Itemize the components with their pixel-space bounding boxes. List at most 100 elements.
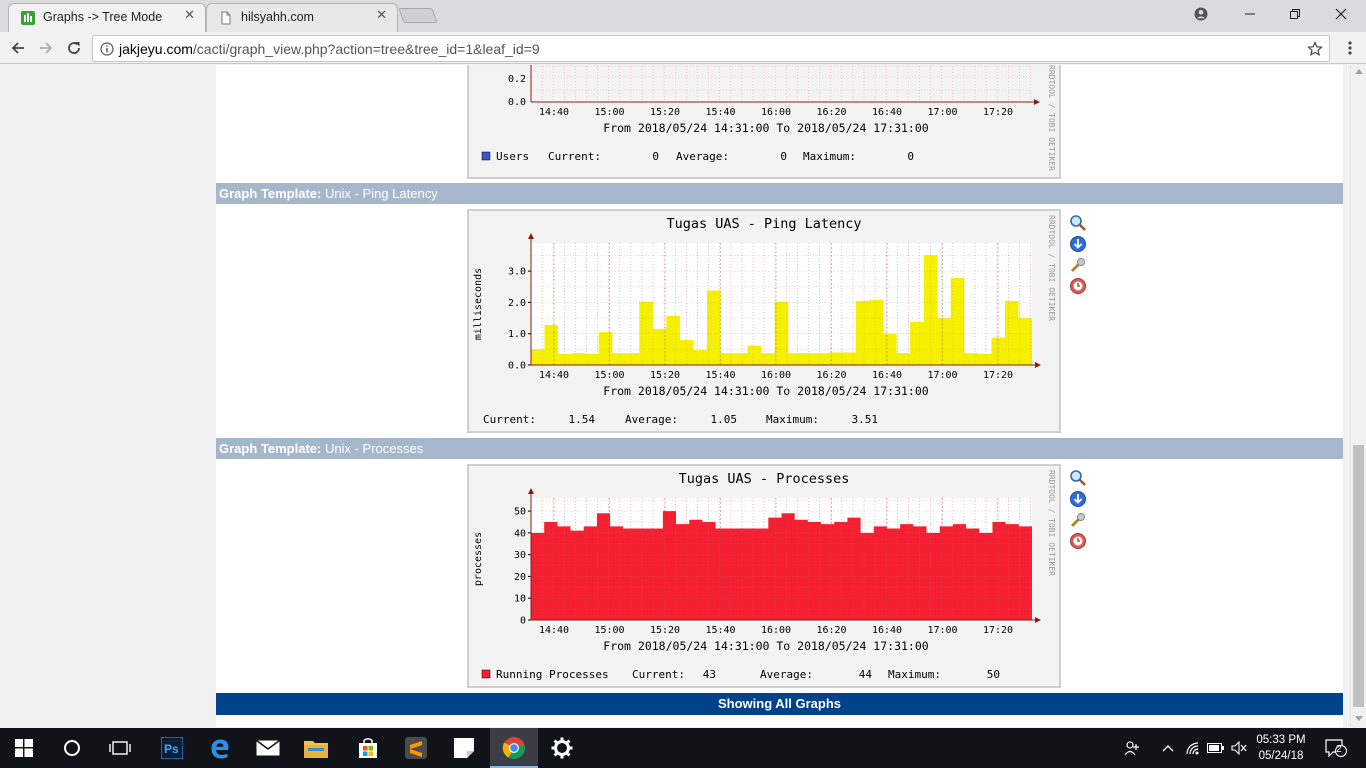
x-tick-label: 15:00 <box>594 107 624 118</box>
taskbar-chrome[interactable] <box>490 728 538 768</box>
x-tick-label: 17:00 <box>927 625 957 636</box>
clock-date: 05/24/18 <box>1258 750 1304 762</box>
scroll-up-arrow-icon[interactable] <box>1355 69 1363 74</box>
zoom-icon[interactable] <box>1069 214 1087 232</box>
x-tick-label: 17:20 <box>983 370 1013 381</box>
url-path: /cacti/graph_view.php?action=tree&tree_i… <box>192 41 540 57</box>
x-tick-label: 14:40 <box>539 107 569 118</box>
y-tick-label: 1.0 <box>508 329 526 340</box>
x-tick-label: 15:20 <box>650 370 680 381</box>
url-host: jakjeyu.com <box>119 41 193 57</box>
graph-ping-latency[interactable]: Tugas UAS - Ping Latency milliseconds RRDT… <box>467 209 1061 433</box>
search-button[interactable] <box>48 728 96 768</box>
users-legend-swatch <box>481 151 491 161</box>
taskbar-store[interactable] <box>344 728 392 768</box>
folder-icon <box>304 741 328 758</box>
action-center-icon[interactable]: 2 <box>1324 738 1348 758</box>
template-name: Unix - Ping Latency <box>324 186 438 201</box>
sublime-text-icon <box>405 737 427 759</box>
taskbar-file-explorer[interactable] <box>292 728 340 768</box>
restore-button[interactable] <box>1272 0 1318 28</box>
time-range-text: From 2018/05/24 14:31:00 To 2018/05/24 1… <box>603 384 928 398</box>
showing-all-graphs-bar: Showing All Graphs <box>216 693 1343 715</box>
template-header-ping-latency: Graph Template: Unix - Ping Latency <box>216 183 1343 204</box>
legend-maximum-label: Maximum: <box>803 150 856 163</box>
close-icon[interactable]: ✕ <box>184 8 195 23</box>
y-axis-arrow <box>528 233 534 239</box>
taskbar-photoshop[interactable]: Ps <box>148 728 196 768</box>
x-axis-arrow <box>1035 617 1041 623</box>
x-axis-arrow <box>1035 362 1041 368</box>
reload-button[interactable] <box>62 36 86 60</box>
tab-title: hilsyahh.com <box>241 10 314 24</box>
start-button[interactable] <box>0 728 48 768</box>
close-icon[interactable]: ✕ <box>376 8 387 23</box>
task-view-button[interactable] <box>96 728 144 768</box>
taskbar-sublime[interactable] <box>392 728 440 768</box>
taskbar-settings[interactable] <box>538 728 586 768</box>
battery-icon[interactable] <box>1206 738 1226 758</box>
volume-muted-icon[interactable] <box>1229 738 1249 758</box>
y-axis-label: processes <box>473 532 484 586</box>
taskbar-sticky-notes[interactable] <box>440 728 488 768</box>
users-x-tick-labels: 14:40 15:00 15:20 15:40 16:00 16:20 16:40 17:00… <box>539 107 1013 118</box>
sticky-notes-icon <box>454 738 474 758</box>
scroll-down-arrow-icon[interactable] <box>1355 716 1363 721</box>
y-tick-label: 20 <box>514 572 526 583</box>
tab-graphs-tree-mode[interactable]: Graphs -> Tree Mode ✕ <box>8 3 206 32</box>
graph-processes[interactable]: Tugas UAS - Processes processes RRDTOOL / … <box>467 464 1061 688</box>
x-tick-label: 15:20 <box>650 625 680 636</box>
legend-maximum-value: 0 <box>907 150 914 163</box>
x-tick-label: 17:00 <box>927 370 957 381</box>
chevron-up-icon[interactable] <box>1158 738 1178 758</box>
system-clock[interactable]: 05:33 PM 05/24/18 <box>1251 732 1311 764</box>
new-tab-button[interactable] <box>398 8 438 23</box>
scroll-thumb[interactable] <box>1353 445 1364 707</box>
x-tick-label: 16:40 <box>872 625 902 636</box>
legend-average-label: Average: <box>625 413 678 426</box>
legend-current-value: 0 <box>652 150 659 163</box>
wrench-icon[interactable] <box>1069 256 1087 274</box>
bookmark-star-icon[interactable] <box>1307 41 1323 57</box>
taskbar-mail[interactable] <box>244 728 292 768</box>
info-icon[interactable] <box>100 42 114 56</box>
export-icon[interactable] <box>1069 490 1087 508</box>
export-icon[interactable] <box>1069 235 1087 253</box>
time-shift-icon[interactable] <box>1069 532 1087 550</box>
y-tick-label: 10 <box>514 594 526 605</box>
browser-toolbar: jakjeyu.com/cacti/graph_view.php?action=… <box>0 32 1366 64</box>
y-tick-label: 0.0 <box>508 97 526 108</box>
people-icon[interactable] <box>1122 738 1142 758</box>
address-bar[interactable]: jakjeyu.com/cacti/graph_view.php?action=… <box>92 35 1330 62</box>
wifi-icon[interactable] <box>1183 738 1203 758</box>
close-window-button[interactable] <box>1318 0 1364 28</box>
legend-average-label: Average: <box>676 150 729 163</box>
y-tick-label: 30 <box>514 550 526 561</box>
x-tick-label: 15:00 <box>594 370 624 381</box>
x-tick-label: 15:00 <box>594 625 624 636</box>
time-shift-icon[interactable] <box>1069 277 1087 295</box>
cacti-favicon-icon <box>21 11 35 25</box>
time-range-text: From 2018/05/24 14:31:00 To 2018/05/24 1… <box>603 639 928 653</box>
profile-icon[interactable] <box>1178 0 1224 28</box>
page-scrollbar[interactable] <box>1350 65 1366 727</box>
minimize-button[interactable] <box>1227 0 1273 28</box>
y-tick-label: 50 <box>514 507 526 518</box>
legend-current-value: 1.54 <box>569 413 596 426</box>
zoom-icon[interactable] <box>1069 469 1087 487</box>
wrench-icon[interactable] <box>1069 511 1087 529</box>
forward-button[interactable] <box>34 36 58 60</box>
x-tick-label: 16:40 <box>872 107 902 118</box>
x-tick-label: 16:00 <box>761 107 791 118</box>
taskbar-edge[interactable] <box>196 728 244 768</box>
mail-icon <box>256 740 280 756</box>
menu-icon[interactable] <box>1338 36 1362 60</box>
cortana-circle-icon <box>64 740 80 756</box>
photoshop-icon: Ps <box>161 737 183 759</box>
x-tick-label: 15:40 <box>705 370 735 381</box>
edge-icon <box>211 739 229 759</box>
legend-swatch <box>481 669 491 679</box>
users-x-arrow <box>1034 99 1040 105</box>
tab-hilsyahh[interactable]: hilsyahh.com ✕ <box>206 3 398 32</box>
back-button[interactable] <box>6 36 30 60</box>
